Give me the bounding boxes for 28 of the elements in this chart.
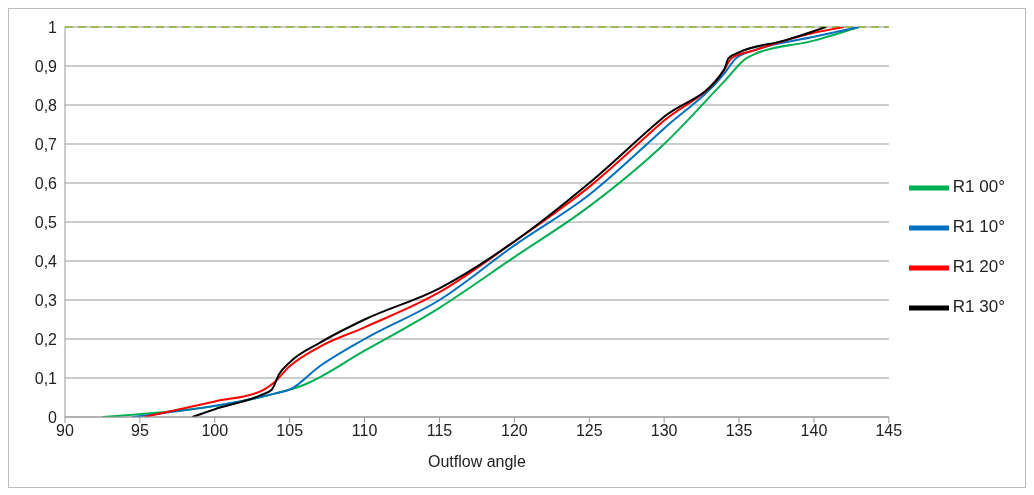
x-tick-label: 140 [800, 422, 828, 440]
y-tick-label: 0,3 [34, 291, 58, 309]
y-tick-label: 0,5 [34, 213, 58, 231]
x-tick-label: 115 [426, 422, 453, 440]
y-tick-label: 1 [48, 18, 58, 36]
x-tick-label: 125 [575, 422, 603, 440]
x-tick-label: 135 [725, 422, 753, 440]
x-axis-title: Outflow angle [427, 453, 526, 470]
x-tick-label: 90 [56, 422, 74, 440]
legend-label: R1 10° [952, 217, 1005, 237]
y-tick-label: 0,4 [34, 252, 58, 270]
y-tick-label: 0,2 [34, 330, 58, 348]
x-tick-label: 110 [351, 422, 378, 440]
x-tick-label: 105 [276, 422, 304, 440]
y-tick-label: 0 [48, 408, 58, 426]
legend-label: R1 00° [952, 177, 1005, 197]
legend-label: R1 30° [952, 297, 1005, 317]
y-tick-label: 0,6 [34, 174, 58, 192]
x-tick-label: 120 [501, 422, 528, 440]
y-tick-label: 0,7 [34, 135, 58, 153]
x-tick-label: 95 [131, 422, 149, 440]
y-tick-label: 0,8 [34, 96, 58, 114]
y-tick-label: 0,9 [34, 57, 58, 75]
legend-label: R1 20° [952, 257, 1005, 277]
y-tick-label: 0,1 [34, 369, 58, 387]
x-tick-label: 100 [201, 422, 229, 440]
x-tick-label: 145 [875, 422, 903, 440]
x-tick-label: 130 [650, 422, 678, 440]
